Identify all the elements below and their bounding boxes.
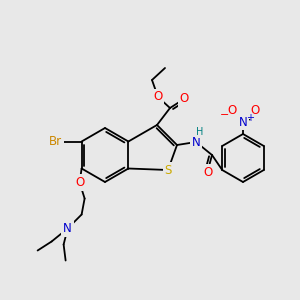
Text: O: O	[203, 166, 213, 178]
Text: O: O	[179, 92, 189, 106]
Text: +: +	[246, 113, 254, 123]
Text: N: N	[63, 222, 72, 235]
Text: N: N	[192, 136, 200, 148]
Text: O: O	[153, 91, 163, 103]
Text: O: O	[227, 104, 237, 118]
Text: O: O	[75, 176, 84, 189]
Text: S: S	[164, 164, 172, 176]
Text: N: N	[238, 116, 247, 128]
Text: −: −	[220, 110, 230, 120]
Text: O: O	[250, 104, 260, 118]
Text: H: H	[196, 127, 204, 137]
Text: Br: Br	[49, 135, 62, 148]
